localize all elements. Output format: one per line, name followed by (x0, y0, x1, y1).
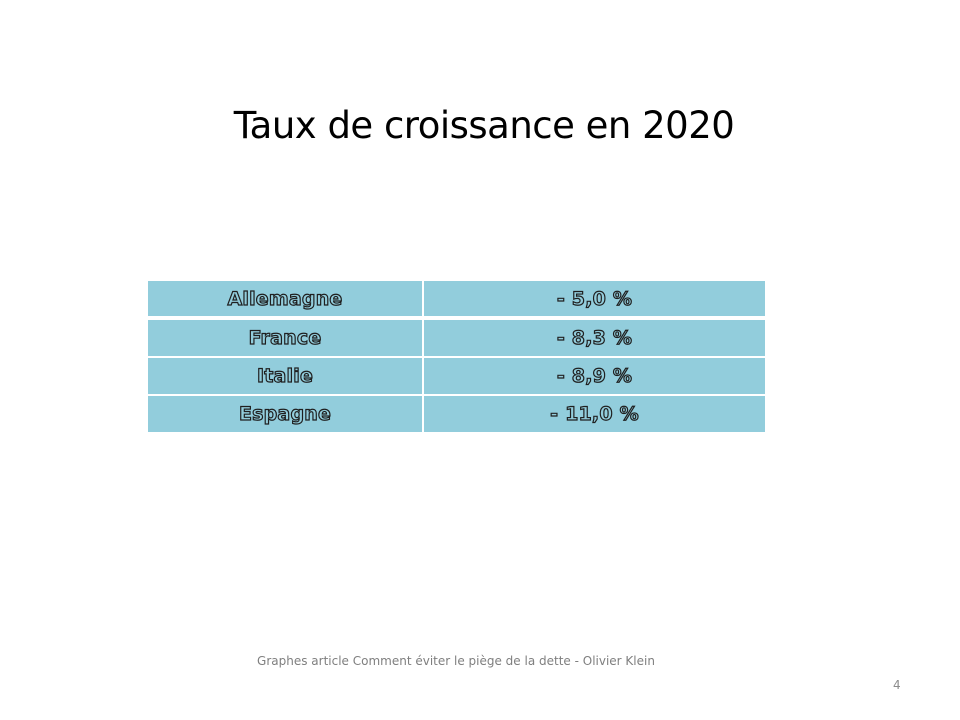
rate-cell: - 8,9 % (424, 358, 765, 396)
country-cell: Espagne (148, 396, 424, 432)
slide-title: Taux de croissance en 2020 (233, 104, 735, 147)
table-row: Italie - 8,9 % (148, 358, 765, 396)
country-cell: Italie (148, 358, 424, 396)
slide-footer: Graphes article Comment éviter le piège … (257, 654, 655, 668)
table-row: Espagne - 11,0 % (148, 396, 765, 432)
growth-rate-table: Allemagne - 5,0 % France - 8,3 % Italie … (148, 281, 765, 432)
table-row: Allemagne - 5,0 % (148, 281, 765, 320)
rate-cell: - 5,0 % (424, 281, 765, 320)
country-cell: France (148, 320, 424, 358)
page-number: 4 (893, 678, 901, 692)
country-cell: Allemagne (148, 281, 424, 320)
table-row: France - 8,3 % (148, 320, 765, 358)
rate-cell: - 8,3 % (424, 320, 765, 358)
rate-cell: - 11,0 % (424, 396, 765, 432)
